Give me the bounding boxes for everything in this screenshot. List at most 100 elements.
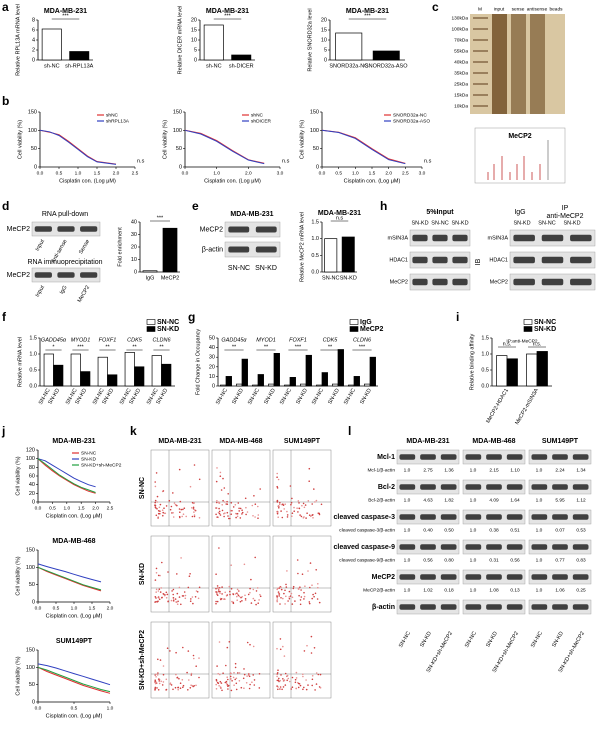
flow-dot [282, 678, 284, 680]
flow-dot [158, 597, 160, 599]
flow-dot [302, 675, 304, 678]
flow-plot [150, 535, 210, 613]
blot-title: RNA immuoprecipitation [27, 259, 102, 266]
flow-dot [183, 507, 186, 510]
flow-dot [303, 598, 305, 600]
flow-dot [250, 602, 253, 604]
flow-dot [293, 506, 295, 509]
flow-dot [215, 602, 217, 605]
flow-dot [244, 594, 246, 597]
flow-dot [164, 512, 167, 515]
flow-dot [162, 665, 165, 667]
flow-dot [187, 650, 190, 652]
flow-dot [178, 596, 181, 598]
flow-dot [319, 673, 322, 676]
flow-dot [307, 684, 309, 686]
x-tick-label: 1.5 [89, 605, 96, 611]
flow-dot [311, 684, 314, 687]
flow-dot [319, 687, 322, 689]
flow-dot [156, 687, 158, 689]
flow-dot [285, 586, 288, 588]
flow-dot [249, 591, 251, 594]
legend-label: SN-NC [81, 450, 97, 456]
flow-dot [291, 676, 294, 679]
flow-dot [224, 512, 226, 514]
flow-dot [294, 600, 296, 602]
flow-dot [279, 688, 281, 690]
x-tick-label: 1.0 [107, 705, 114, 711]
flow-dot [304, 504, 307, 506]
flow-dot [227, 678, 229, 681]
flow-dot [278, 595, 281, 597]
bar [324, 238, 338, 273]
blot-band [531, 574, 548, 580]
flow-dot [184, 594, 187, 597]
flow-dot [193, 657, 195, 660]
flow-dot [276, 500, 279, 503]
y-tick-label: 50 [313, 146, 319, 152]
blot-band [552, 484, 568, 490]
flow-dot [306, 512, 308, 514]
flow-dot [234, 504, 237, 506]
flow-dot [172, 593, 174, 596]
flow-dot [308, 480, 311, 483]
flow-dot [230, 502, 233, 504]
flow-dot [220, 489, 223, 491]
panel-letter: k [130, 424, 137, 438]
flow-dot [294, 678, 297, 681]
flow-dot [156, 674, 159, 676]
y-tick-label: 2 [32, 47, 35, 53]
blot-band [465, 604, 482, 610]
legend-swatch [146, 326, 156, 332]
flow-dot [186, 671, 188, 674]
flow-dot [238, 507, 240, 510]
flow-dot [258, 673, 261, 675]
flow-dot [318, 512, 321, 515]
flow-dot [276, 512, 279, 515]
group-label: FOXF1 [99, 337, 117, 343]
flow-dot [231, 509, 233, 512]
blot-band [486, 544, 502, 550]
flow-dot [182, 508, 184, 511]
y-tick-label: 120 [26, 447, 35, 453]
blot-band [572, 484, 589, 490]
series-line [37, 566, 102, 592]
blot-band [486, 514, 502, 520]
bar [203, 24, 224, 61]
flow-dot [278, 680, 280, 683]
flow-dot [278, 507, 280, 509]
y-tick-label: 100 [173, 128, 182, 134]
flow-dot [175, 601, 178, 604]
y-tick-label: 60 [29, 473, 35, 479]
marker-label: 55kDa [454, 48, 468, 54]
flow-dot [297, 511, 299, 513]
flow-dot [290, 688, 293, 690]
flow-dot [155, 567, 158, 570]
blot-band [399, 544, 416, 550]
y-tick-label: 150 [173, 109, 182, 115]
blot-band [432, 256, 448, 264]
flow-dot [276, 596, 279, 598]
blot-band [420, 514, 436, 520]
flow-dot [277, 688, 279, 691]
y-tick-label: 1.5 [311, 219, 319, 225]
flow-dot [218, 685, 220, 687]
flow-dot [243, 668, 245, 670]
x-tick-label: 1.0 [71, 605, 78, 611]
flow-dot [303, 506, 306, 509]
flow-dot [235, 677, 238, 680]
y-tick-label: 0.5 [29, 367, 37, 373]
series-line [39, 129, 117, 165]
x-tick-label: 0.5 [53, 605, 60, 611]
y-tick-label: 0.5 [481, 367, 489, 373]
flow-dot [291, 515, 293, 517]
flow-dot [226, 646, 229, 649]
flow-dot [154, 481, 156, 483]
flow-dot [235, 512, 237, 515]
bar [496, 355, 508, 387]
flow-dot [224, 598, 226, 600]
chart-title: MDA-MB-231 [52, 438, 95, 445]
flow-dot [280, 597, 282, 599]
blot-band [531, 604, 548, 610]
flow-dot [189, 600, 192, 602]
